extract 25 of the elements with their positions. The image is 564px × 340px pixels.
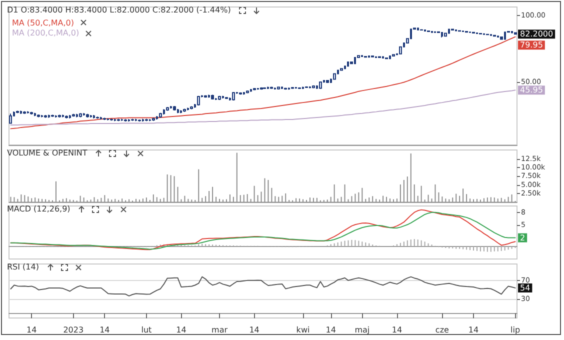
chart-title: RSI (14) (7, 262, 39, 272)
x-tick-label: 14 (100, 326, 110, 334)
text: MA (50,C,MA,0) (12, 18, 74, 28)
x-tick-label: 14 (176, 326, 186, 334)
x-tick-label: kwi (296, 326, 310, 334)
x-tick-label: 14 (249, 326, 260, 334)
x-tick-label: cze (435, 326, 450, 334)
x-tick-label: lut (141, 326, 152, 334)
chart-title: D1 O:83.4000 H:83.4000 L:82.0000 C:82.2000 (-1.44%) (7, 6, 231, 14)
annotation: 82.2000 (520, 30, 554, 39)
x-tick-label: 14 (26, 326, 37, 334)
chart-title: VOLUME & OPENINT (7, 148, 88, 158)
x-tick-label: mar (212, 326, 228, 334)
x-tick-label: 14 (392, 326, 402, 334)
x-tick-label: 2023 (63, 326, 84, 334)
annotation: 2 (520, 233, 526, 242)
x-tick-label: maj (354, 326, 370, 334)
annotation: 45.95 (520, 86, 543, 95)
annotation: 79.95 (520, 40, 543, 50)
annotation: 54 (520, 283, 530, 292)
x-tick-label: 14 (326, 326, 336, 334)
text: MA (200,C,MA,0) (12, 28, 80, 38)
x-tick-label: 14 (468, 326, 479, 334)
x-tick-label: lip (510, 326, 520, 334)
chart-title: MACD (12,26,9) (7, 204, 70, 214)
